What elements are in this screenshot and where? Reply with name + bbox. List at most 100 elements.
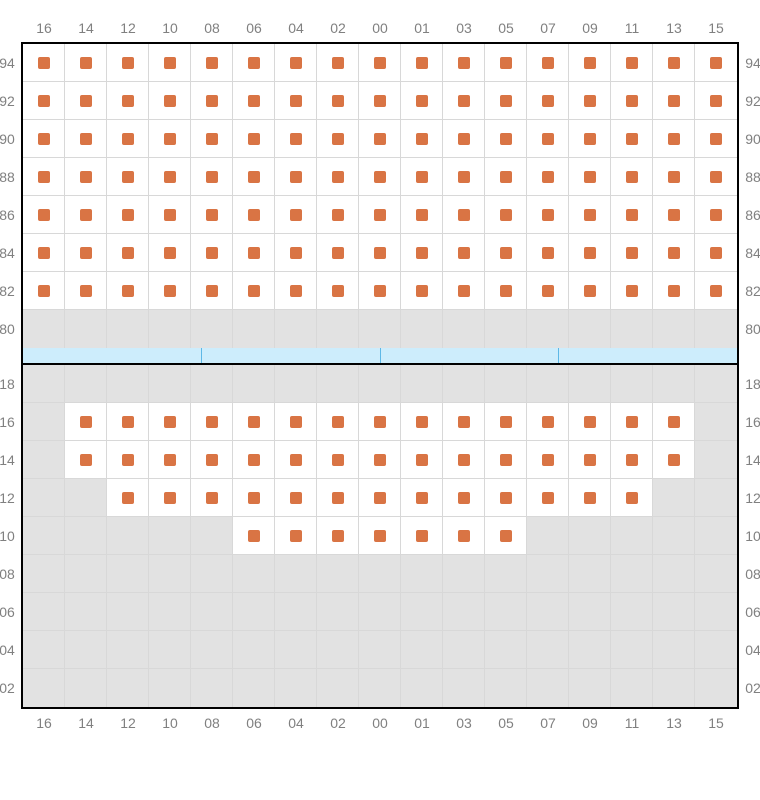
seat-cell[interactable] [149, 441, 191, 479]
seat-cell[interactable] [23, 272, 65, 310]
seat-cell[interactable] [233, 196, 275, 234]
seat-cell[interactable] [695, 158, 737, 196]
seat-cell[interactable] [317, 441, 359, 479]
seat-cell[interactable] [233, 158, 275, 196]
seat-cell[interactable] [149, 196, 191, 234]
seat-cell[interactable] [695, 272, 737, 310]
seat-cell[interactable] [317, 272, 359, 310]
seat-cell[interactable] [275, 479, 317, 517]
seat-cell[interactable] [401, 403, 443, 441]
seat-cell[interactable] [65, 82, 107, 120]
seat-cell[interactable] [653, 441, 695, 479]
seat-cell[interactable] [65, 403, 107, 441]
seat-cell[interactable] [611, 272, 653, 310]
seat-cell[interactable] [275, 44, 317, 82]
seat-cell[interactable] [23, 82, 65, 120]
seat-cell[interactable] [401, 44, 443, 82]
seat-cell[interactable] [23, 196, 65, 234]
seat-cell[interactable] [527, 441, 569, 479]
seat-cell[interactable] [65, 441, 107, 479]
seat-cell[interactable] [275, 158, 317, 196]
seat-cell[interactable] [569, 158, 611, 196]
seat-cell[interactable] [359, 403, 401, 441]
seat-cell[interactable] [569, 82, 611, 120]
seat-cell[interactable] [359, 234, 401, 272]
seat-cell[interactable] [527, 44, 569, 82]
seat-cell[interactable] [485, 82, 527, 120]
seat-cell[interactable] [233, 479, 275, 517]
seat-cell[interactable] [653, 44, 695, 82]
seat-cell[interactable] [149, 44, 191, 82]
seat-cell[interactable] [401, 120, 443, 158]
seat-cell[interactable] [611, 196, 653, 234]
seat-cell[interactable] [65, 234, 107, 272]
seat-cell[interactable] [695, 82, 737, 120]
seat-cell[interactable] [653, 158, 695, 196]
seat-cell[interactable] [527, 196, 569, 234]
seat-cell[interactable] [653, 272, 695, 310]
seat-cell[interactable] [359, 272, 401, 310]
seat-cell[interactable] [695, 196, 737, 234]
seat-cell[interactable] [695, 44, 737, 82]
seat-cell[interactable] [443, 272, 485, 310]
seat-cell[interactable] [527, 403, 569, 441]
seat-cell[interactable] [233, 403, 275, 441]
seat-cell[interactable] [107, 441, 149, 479]
seat-cell[interactable] [359, 517, 401, 555]
seat-cell[interactable] [233, 517, 275, 555]
seat-cell[interactable] [359, 441, 401, 479]
seat-cell[interactable] [569, 196, 611, 234]
seat-cell[interactable] [65, 44, 107, 82]
seat-cell[interactable] [569, 120, 611, 158]
seat-cell[interactable] [317, 82, 359, 120]
seat-cell[interactable] [653, 120, 695, 158]
seat-cell[interactable] [611, 441, 653, 479]
seat-cell[interactable] [443, 120, 485, 158]
seat-cell[interactable] [611, 479, 653, 517]
seat-cell[interactable] [317, 44, 359, 82]
seat-cell[interactable] [569, 479, 611, 517]
seat-cell[interactable] [275, 272, 317, 310]
seat-cell[interactable] [443, 234, 485, 272]
seat-cell[interactable] [149, 234, 191, 272]
seat-cell[interactable] [317, 196, 359, 234]
seat-cell[interactable] [359, 479, 401, 517]
seat-cell[interactable] [149, 479, 191, 517]
seat-cell[interactable] [653, 234, 695, 272]
seat-cell[interactable] [233, 120, 275, 158]
seat-cell[interactable] [317, 158, 359, 196]
seat-cell[interactable] [107, 234, 149, 272]
seat-cell[interactable] [611, 44, 653, 82]
seat-cell[interactable] [401, 272, 443, 310]
seat-cell[interactable] [443, 196, 485, 234]
seat-cell[interactable] [191, 120, 233, 158]
seat-cell[interactable] [443, 479, 485, 517]
seat-cell[interactable] [317, 403, 359, 441]
seat-cell[interactable] [65, 272, 107, 310]
seat-cell[interactable] [107, 403, 149, 441]
seat-cell[interactable] [233, 441, 275, 479]
seat-cell[interactable] [485, 196, 527, 234]
seat-cell[interactable] [233, 272, 275, 310]
seat-cell[interactable] [149, 120, 191, 158]
seat-cell[interactable] [527, 234, 569, 272]
seat-cell[interactable] [401, 517, 443, 555]
seat-cell[interactable] [275, 403, 317, 441]
seat-cell[interactable] [275, 441, 317, 479]
seat-cell[interactable] [317, 120, 359, 158]
seat-cell[interactable] [401, 234, 443, 272]
seat-cell[interactable] [317, 517, 359, 555]
seat-cell[interactable] [317, 234, 359, 272]
seat-cell[interactable] [527, 479, 569, 517]
seat-cell[interactable] [107, 44, 149, 82]
seat-cell[interactable] [23, 158, 65, 196]
seat-cell[interactable] [485, 403, 527, 441]
seat-cell[interactable] [191, 234, 233, 272]
seat-cell[interactable] [65, 196, 107, 234]
seat-cell[interactable] [359, 44, 401, 82]
seat-cell[interactable] [23, 44, 65, 82]
seat-cell[interactable] [527, 82, 569, 120]
seat-cell[interactable] [149, 403, 191, 441]
seat-cell[interactable] [611, 158, 653, 196]
seat-cell[interactable] [443, 44, 485, 82]
